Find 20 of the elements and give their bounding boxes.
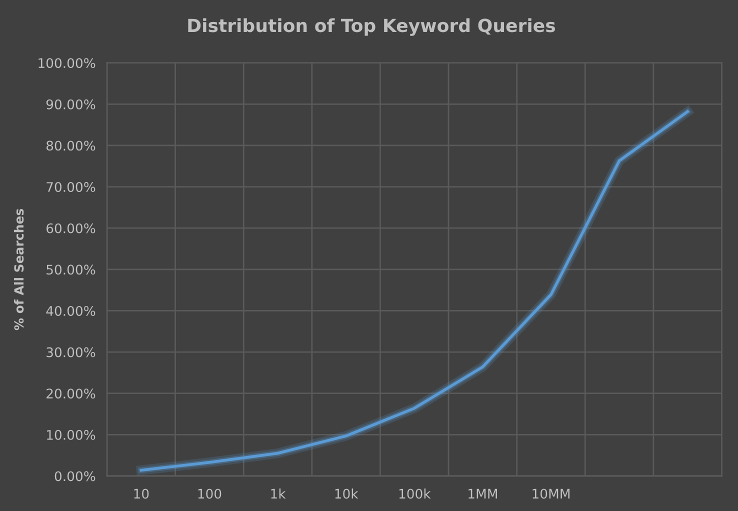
- chart-title: Distribution of Top Keyword Queries: [188, 18, 556, 36]
- y-tick-label: 70.00%: [46, 182, 96, 192]
- y-tick-label: 80.00%: [46, 140, 96, 151]
- y-tick-label: 40.00%: [46, 306, 96, 316]
- y-axis-title: % of All Searches: [14, 208, 24, 330]
- x-tick-label: 10k: [335, 488, 358, 499]
- y-tick-label: 60.00%: [46, 223, 96, 234]
- y-tick-label: 0.00%: [54, 471, 96, 482]
- y-tick-label: 90.00%: [46, 99, 96, 110]
- x-tick-label: 1MM: [468, 488, 497, 499]
- x-tick-label: 100k: [399, 488, 431, 499]
- x-tick-label: 1k: [271, 488, 286, 499]
- x-tick-label: 100: [198, 488, 222, 499]
- y-tick-label: 20.00%: [46, 388, 96, 399]
- y-tick-label: 10.00%: [47, 430, 96, 440]
- y-tick-label: 30.00%: [46, 347, 96, 358]
- y-tick-label: 100.00%: [38, 58, 96, 68]
- y-tick-label: 50.00%: [46, 264, 96, 275]
- x-tick-label: 10MM: [532, 488, 570, 499]
- x-tick-label: 10: [134, 488, 149, 499]
